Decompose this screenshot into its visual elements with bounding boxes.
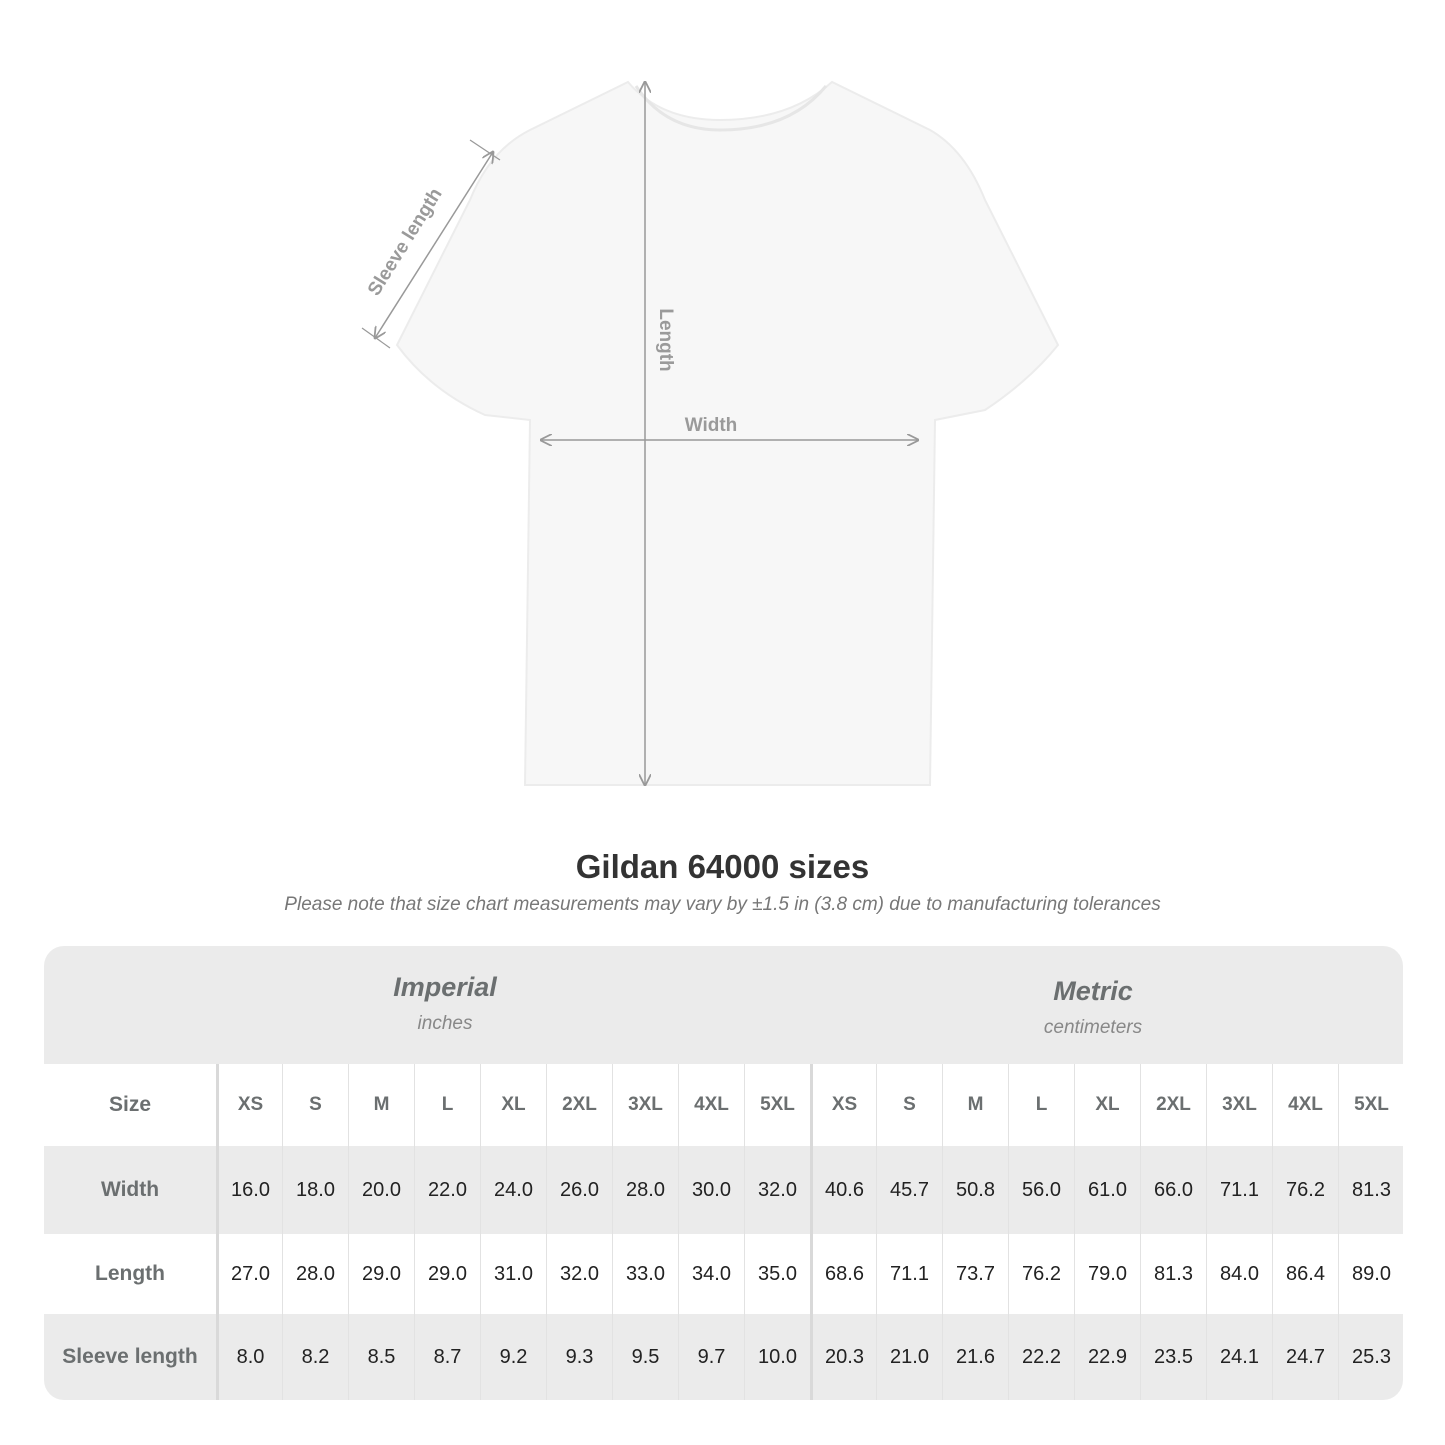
table-cell-imperial: 32.0 bbox=[546, 1234, 612, 1314]
table-cell-metric: 66.0 bbox=[1140, 1146, 1206, 1234]
table-cell-metric: 22.2 bbox=[1008, 1314, 1074, 1400]
row-band-sleeve bbox=[44, 1314, 1403, 1400]
table-cell-metric: 50.8 bbox=[942, 1146, 1008, 1234]
size-column-metric-XS: XS bbox=[810, 1064, 876, 1146]
size-column-metric-3XL: 3XL bbox=[1206, 1064, 1272, 1146]
table-cell-metric: 24.7 bbox=[1272, 1314, 1338, 1400]
table-cell-imperial: 24.0 bbox=[480, 1146, 546, 1234]
tshirt-diagram: Sleeve length Length Width bbox=[361, 80, 1060, 820]
table-cell-metric: 61.0 bbox=[1074, 1146, 1140, 1234]
table-cell-metric: 71.1 bbox=[1206, 1146, 1272, 1234]
table-cell-metric: 56.0 bbox=[1008, 1146, 1074, 1234]
size-column-imperial-4XL: 4XL bbox=[678, 1064, 744, 1146]
table-cell-imperial: 10.0 bbox=[744, 1314, 810, 1400]
row-label: Width bbox=[100, 1178, 160, 1201]
table-cell-imperial: 32.0 bbox=[744, 1146, 810, 1234]
row-label: Sleeve length bbox=[62, 1345, 198, 1368]
table-cell-imperial: 28.0 bbox=[282, 1234, 348, 1314]
table-cell-imperial: 9.2 bbox=[480, 1314, 546, 1400]
table-cell-metric: 20.3 bbox=[810, 1314, 876, 1400]
table-cell-metric: 21.6 bbox=[942, 1314, 1008, 1400]
table-cell-metric: 24.1 bbox=[1206, 1314, 1272, 1400]
table-cell-imperial: 35.0 bbox=[744, 1234, 810, 1314]
table-cell-imperial: 29.0 bbox=[414, 1234, 480, 1314]
table-cell-imperial: 16.0 bbox=[216, 1146, 282, 1234]
header-band bbox=[44, 946, 1403, 1064]
table-cell-imperial: 34.0 bbox=[678, 1234, 744, 1314]
size-column-imperial-3XL: 3XL bbox=[612, 1064, 678, 1146]
table-cell-metric: 40.6 bbox=[810, 1146, 876, 1234]
size-column-metric-L: L bbox=[1008, 1064, 1074, 1146]
table-cell-metric: 76.2 bbox=[1008, 1234, 1074, 1314]
table-cell-metric: 68.6 bbox=[810, 1234, 876, 1314]
table-cell-imperial: 33.0 bbox=[612, 1234, 678, 1314]
table-cell-imperial: 8.0 bbox=[216, 1314, 282, 1400]
row-label: Length bbox=[95, 1262, 165, 1285]
table-cell-imperial: 9.5 bbox=[612, 1314, 678, 1400]
table-cell-imperial: 8.2 bbox=[282, 1314, 348, 1400]
size-column-imperial-L: L bbox=[414, 1064, 480, 1146]
size-column-imperial-XL: XL bbox=[480, 1064, 546, 1146]
metric-title: Metric bbox=[1053, 976, 1133, 1006]
sleeve-dimension-line bbox=[375, 152, 493, 338]
table-cell-imperial: 8.5 bbox=[348, 1314, 414, 1400]
table-cell-metric: 45.7 bbox=[876, 1146, 942, 1234]
imperial-title: Imperial bbox=[393, 972, 497, 1002]
metric-unit: centimeters bbox=[1043, 1017, 1143, 1038]
table-cell-metric: 81.3 bbox=[1338, 1146, 1403, 1234]
table-cell-metric: 86.4 bbox=[1272, 1234, 1338, 1314]
table-cell-metric: 81.3 bbox=[1140, 1234, 1206, 1314]
table-cell-metric: 22.9 bbox=[1074, 1314, 1140, 1400]
table-cell-metric: 89.0 bbox=[1338, 1234, 1403, 1314]
table-cell-metric: 23.5 bbox=[1140, 1314, 1206, 1400]
size-table: Imperial inches Metric centimeters Size X… bbox=[44, 946, 1403, 1400]
table-cell-metric: 21.0 bbox=[876, 1314, 942, 1400]
table-cell-imperial: 22.0 bbox=[414, 1146, 480, 1234]
table-cell-metric: 25.3 bbox=[1338, 1314, 1403, 1400]
page-title: Gildan 64000 sizes bbox=[575, 848, 870, 885]
table-cell-imperial: 26.0 bbox=[546, 1146, 612, 1234]
table-cell-imperial: 18.0 bbox=[282, 1146, 348, 1234]
table-cell-imperial: 30.0 bbox=[678, 1146, 744, 1234]
size-column-metric-4XL: 4XL bbox=[1272, 1064, 1338, 1146]
tshirt-shape bbox=[395, 80, 1060, 786]
table-cell-imperial: 28.0 bbox=[612, 1146, 678, 1234]
width-label: Width bbox=[685, 415, 738, 436]
tolerance-note: Please note that size chart measurements… bbox=[284, 894, 1161, 915]
size-column-imperial-S: S bbox=[282, 1064, 348, 1146]
size-column-metric-M: M bbox=[942, 1064, 1008, 1146]
metric-header: Metric centimeters bbox=[813, 976, 1373, 1039]
table-cell-metric: 76.2 bbox=[1272, 1146, 1338, 1234]
imperial-header: Imperial inches bbox=[165, 972, 725, 1035]
size-column-imperial-XS: XS bbox=[216, 1064, 282, 1146]
table-cell-imperial: 31.0 bbox=[480, 1234, 546, 1314]
imperial-unit: inches bbox=[417, 1013, 473, 1034]
table-cell-metric: 84.0 bbox=[1206, 1234, 1272, 1314]
size-column-imperial-2XL: 2XL bbox=[546, 1064, 612, 1146]
table-cell-imperial: 27.0 bbox=[216, 1234, 282, 1314]
table-cell-imperial: 20.0 bbox=[348, 1146, 414, 1234]
size-column-imperial-5XL: 5XL bbox=[744, 1064, 810, 1146]
table-cell-imperial: 29.0 bbox=[348, 1234, 414, 1314]
table-cell-metric: 73.7 bbox=[942, 1234, 1008, 1314]
size-column-metric-S: S bbox=[876, 1064, 942, 1146]
size-column-imperial-M: M bbox=[348, 1064, 414, 1146]
size-column-metric-2XL: 2XL bbox=[1140, 1064, 1206, 1146]
table-cell-metric: 71.1 bbox=[876, 1234, 942, 1314]
size-column-metric-XL: XL bbox=[1074, 1064, 1140, 1146]
size-header: Size bbox=[108, 1093, 152, 1116]
table-cell-imperial: 9.7 bbox=[678, 1314, 744, 1400]
table-cell-imperial: 9.3 bbox=[546, 1314, 612, 1400]
row-band-width bbox=[44, 1146, 1403, 1234]
table-cell-imperial: 8.7 bbox=[414, 1314, 480, 1400]
table-cell-metric: 79.0 bbox=[1074, 1234, 1140, 1314]
length-label: Length bbox=[655, 308, 676, 371]
size-column-metric-5XL: 5XL bbox=[1338, 1064, 1403, 1146]
